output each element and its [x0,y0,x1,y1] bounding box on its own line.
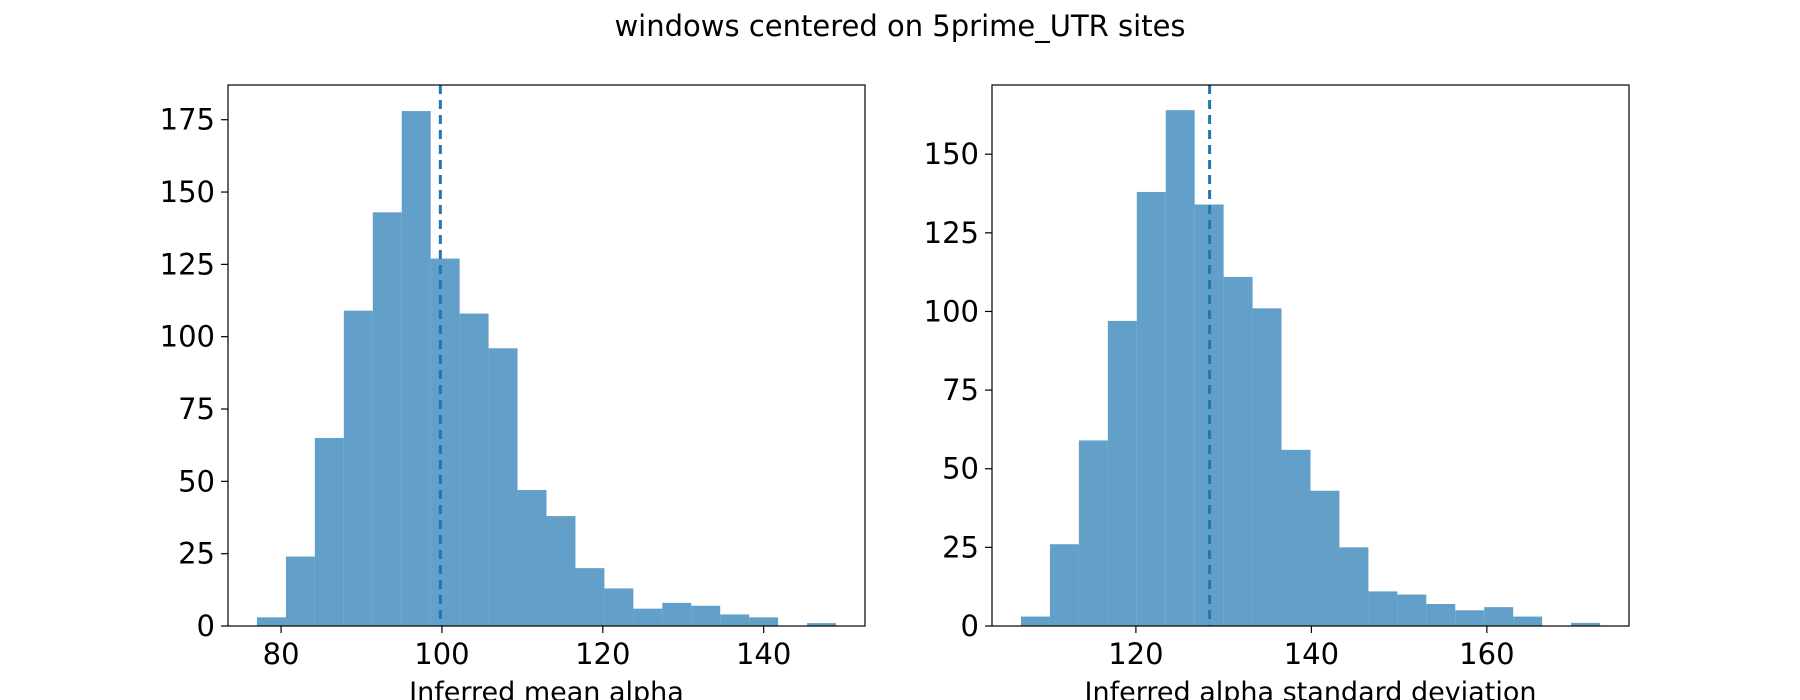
histogram-bar [1136,191,1166,626]
histogram-bar [459,313,489,626]
y-tick-label: 125 [160,247,215,281]
histogram-bar [1484,607,1514,626]
histogram-bar [662,602,692,626]
histogram-bar [575,568,605,626]
histogram-bar [720,614,750,626]
x-tick-label: 80 [263,637,300,671]
histogram-bar [430,258,460,626]
histogram-bar [1107,320,1137,626]
plot-frame [991,84,1630,627]
y-tick-label: 50 [942,452,979,486]
x-axis-label: Inferred alpha standard deviation [1085,677,1537,700]
y-tick-label: 100 [924,294,979,328]
bars [256,111,837,627]
histogram-bar [372,212,402,626]
histogram-bar [1165,110,1195,627]
histogram-panel-1: 80 100 120 140 0 25 50 75 100 125 150 175 Inferred m… [160,84,866,700]
histogram-bar [343,310,373,626]
y-tick-label: 125 [924,216,979,250]
y-tick-label: 75 [942,373,979,407]
histogram-bar [749,617,779,626]
x-tick-label: 120 [1108,637,1163,671]
x-tick-label: 140 [736,637,791,671]
histogram-bar [1455,610,1485,626]
y-tick-label: 150 [160,175,215,209]
histogram-bar [1223,276,1253,626]
histogram-bar [1281,449,1311,626]
histogram-bar [1368,591,1398,626]
y-tick-label: 25 [178,537,215,571]
histogram-bar [546,516,576,626]
histogram-bar [314,437,344,626]
histogram-bar [517,490,547,626]
histogram-bar [1571,622,1601,626]
x-tick-label: 120 [575,637,630,671]
histogram-bar [604,588,634,626]
histogram-bar [633,608,663,626]
histogram-bar [256,617,286,626]
y-tick-label: 0 [197,609,215,643]
histogram-bar [401,111,431,627]
histogram-bar [1397,594,1427,626]
x-axis-label: Inferred mean alpha [409,677,684,700]
x-tick-label: 160 [1459,637,1514,671]
histogram-bar [807,623,837,626]
figure-title: windows centered on 5prime_UTR sites [614,9,1185,43]
histogram-bar [1049,544,1079,626]
histogram-bar [285,556,315,626]
y-tick-label: 150 [924,137,979,171]
histogram-bar [1310,490,1340,626]
y-tick-label: 50 [178,464,215,498]
y-tick-label: 75 [178,392,215,426]
histogram-bar [488,348,518,626]
bars [1020,110,1601,627]
histogram-bar [1339,547,1369,626]
panels: 80 100 120 140 0 25 50 75 100 125 150 175 Inferred m… [160,84,1630,700]
histogram-panel-2: 120 140 160 0 25 50 75 100 125 150 Inferred alpha … [924,84,1630,700]
histogram-bar [1020,616,1050,626]
x-tick-label: 100 [414,637,469,671]
y-tick-label: 100 [160,320,215,354]
y-tick-label: 0 [961,609,979,643]
histogram-bar [691,605,721,626]
histogram-bar [1513,616,1543,626]
x-tick-label: 140 [1284,637,1339,671]
y-tick-label: 175 [160,103,215,137]
plot-frame [227,84,866,627]
histogram-bar [1426,603,1456,626]
histogram-bar [1252,308,1282,626]
y-tick-label: 25 [942,530,979,564]
histogram-bar [1078,440,1108,626]
